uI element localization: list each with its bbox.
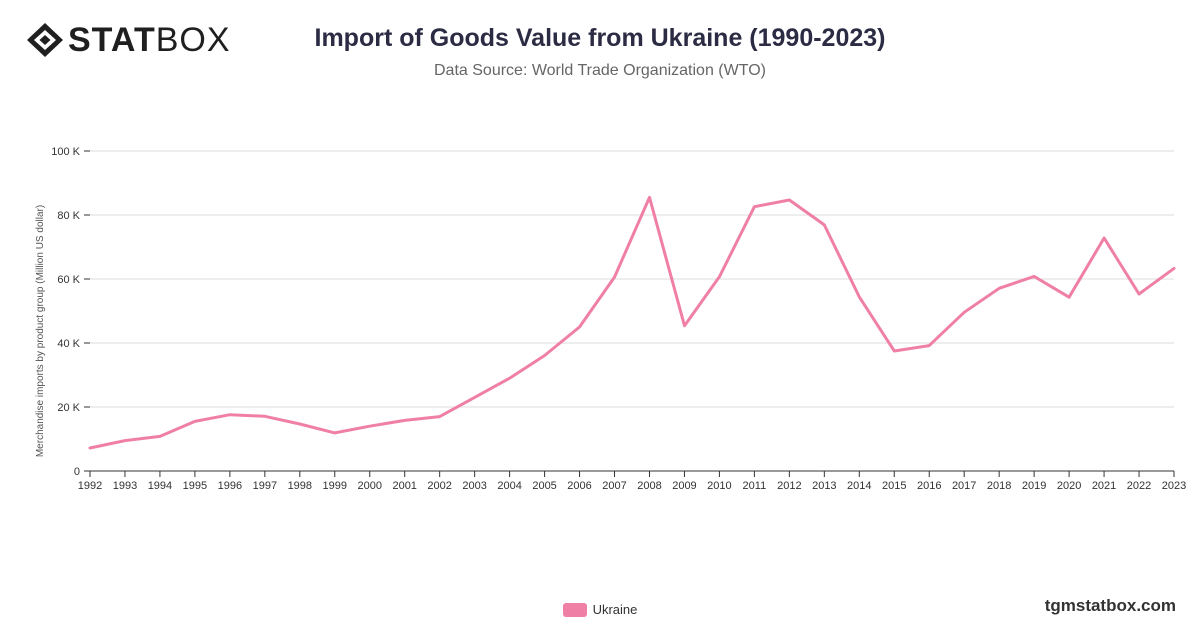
x-tick-label: 1992 [78, 480, 102, 492]
x-tick-label: 2007 [602, 480, 626, 492]
x-tick-label: 2011 [743, 480, 767, 492]
series-line-ukraine [88, 195, 1176, 450]
x-tick-label: 2002 [427, 480, 451, 492]
x-tick-label: 2021 [1092, 480, 1116, 492]
x-tick-label: 1993 [113, 480, 137, 492]
x-tick-label: 1999 [323, 480, 347, 492]
x-tick-label: 2018 [987, 480, 1011, 492]
diamond-logo-icon [27, 23, 63, 57]
x-tick-label: 1998 [288, 480, 312, 492]
legend-label-ukraine[interactable]: Ukraine [592, 602, 638, 617]
x-tick-label: 2000 [357, 480, 381, 492]
y-tick-label: 80 K [57, 210, 80, 222]
y-tick-label: 60 K [57, 274, 80, 286]
x-tick-label: 1995 [183, 480, 207, 492]
y-tick-label: 20 K [57, 402, 80, 414]
footer-site-url: tgmstatbox.com [1044, 596, 1176, 615]
x-tick-label: 2023 [1162, 480, 1186, 492]
x-tick-label: 2014 [847, 480, 871, 492]
x-axis-ticks: 1992 1993 1994 1995 1996 1997 1998 1999 2000 2001… [78, 471, 1186, 492]
y-axis-ticks: 0 20 K 40 K 60 K 80 K 100 K [51, 146, 90, 478]
x-tick-label: 2008 [637, 480, 661, 492]
logo-text: STATBOX [68, 22, 231, 58]
x-tick-label: 2013 [812, 480, 836, 492]
legend-swatch-ukraine[interactable] [562, 602, 587, 617]
x-tick-label: 2016 [917, 480, 941, 492]
x-tick-label: 2010 [707, 480, 731, 492]
x-tick-label: 1994 [148, 480, 172, 492]
x-tick-label: 2022 [1127, 480, 1151, 492]
x-tick-label: 2006 [567, 480, 591, 492]
logo-text-light: BOX [155, 21, 231, 59]
y-axis-label: Merchandise imports by product group (Mi… [35, 205, 46, 457]
logo-text-bold: STAT [68, 21, 156, 59]
y-tick-label: 100 K [51, 146, 80, 158]
y-tick-label: 0 [74, 466, 80, 478]
x-tick-label: 2020 [1057, 480, 1081, 492]
x-tick-label: 1997 [253, 480, 277, 492]
x-tick-label: 1996 [218, 480, 242, 492]
x-tick-label: 2009 [672, 480, 696, 492]
x-tick-label: 2019 [1022, 480, 1046, 492]
x-tick-label: 2001 [392, 480, 416, 492]
statbox-logo: STATBOX [26, 22, 231, 58]
x-tick-label: 2003 [462, 480, 486, 492]
x-tick-label: 2004 [497, 480, 521, 492]
chart-title: Import of Goods Value from Ukraine (1990… [314, 24, 886, 52]
grid-lines [90, 150, 1174, 408]
x-tick-label: 2012 [777, 480, 801, 492]
x-tick-label: 2005 [532, 480, 556, 492]
y-tick-label: 40 K [57, 338, 80, 350]
chart-subtitle: Data Source: World Trade Organization (W… [434, 62, 766, 79]
x-tick-label: 2017 [952, 480, 976, 492]
x-tick-label: 2015 [882, 480, 906, 492]
legend: Ukraine [0, 602, 1200, 617]
